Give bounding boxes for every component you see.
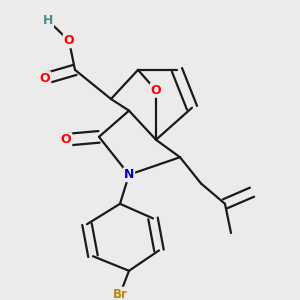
Text: O: O (151, 84, 161, 97)
Text: O: O (61, 133, 71, 146)
Text: O: O (40, 72, 50, 85)
Text: O: O (64, 34, 74, 47)
Text: N: N (124, 168, 134, 181)
Text: Br: Br (112, 288, 128, 300)
Text: H: H (43, 14, 53, 27)
